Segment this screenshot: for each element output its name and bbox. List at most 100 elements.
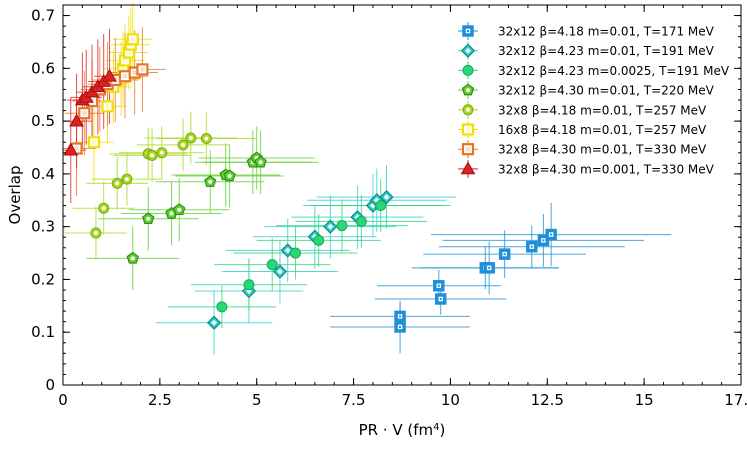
point-marker-inner xyxy=(159,150,164,155)
point-marker-inner xyxy=(101,206,106,211)
data-point xyxy=(177,139,189,151)
data-point xyxy=(173,203,186,216)
point-marker xyxy=(102,68,117,82)
data-point xyxy=(313,234,325,246)
point-marker-inner xyxy=(124,177,129,182)
point-marker-inner xyxy=(74,146,79,151)
x-axis-title-end: ) xyxy=(440,421,446,439)
legend-label: 16x8 β=4.18 m=0.01, T=257 MeV xyxy=(498,123,707,137)
data-point xyxy=(461,143,475,156)
data-point xyxy=(156,147,168,159)
series-error-bars xyxy=(155,165,457,355)
data-point xyxy=(118,70,132,83)
data-point xyxy=(216,301,228,313)
point-marker-inner xyxy=(465,146,471,152)
x-axis-title: PR · V (fm4) xyxy=(359,421,446,439)
data-point xyxy=(87,136,101,149)
x-tick-label: 17.5 xyxy=(724,391,747,409)
data-point xyxy=(126,251,139,264)
data-point xyxy=(200,133,212,145)
point-marker-inner xyxy=(91,139,97,145)
legend-entry: 32x8 β=4.30 m=0.01, T=330 MeV xyxy=(458,140,707,159)
series-markers xyxy=(216,200,387,313)
data-point xyxy=(206,315,222,330)
point-marker xyxy=(313,234,325,246)
data-point xyxy=(526,240,538,253)
point-marker-center xyxy=(550,233,553,236)
series-markers xyxy=(63,68,117,156)
point-marker-inner xyxy=(120,66,126,71)
data-point xyxy=(483,262,495,274)
y-axis-title: Overlap xyxy=(6,166,24,225)
data-point xyxy=(78,107,91,120)
data-point xyxy=(185,132,197,144)
legend-entry: 32x8 β=4.30 m=0.001, T=330 MeV xyxy=(458,159,715,178)
legend-entry: 16x8 β=4.18 m=0.01, T=257 MeV xyxy=(458,120,707,139)
data-point xyxy=(272,264,288,279)
x-tick-label: 12.5 xyxy=(531,391,564,409)
point-marker xyxy=(87,136,101,149)
data-point xyxy=(98,202,110,214)
legend-label: 32x8 β=4.30 m=0.001, T=330 MeV xyxy=(498,162,715,176)
data-point xyxy=(63,142,79,156)
legend-entry: 32x12 β=4.23 m=0.01, T=191 MeV xyxy=(458,41,715,60)
point-marker xyxy=(461,143,475,156)
point-marker-inner xyxy=(188,136,193,140)
data-point xyxy=(204,175,217,188)
data-point xyxy=(460,161,476,175)
data-point xyxy=(69,113,84,127)
data-point xyxy=(111,177,123,189)
data-point xyxy=(90,227,102,239)
legend: 32x12 β=4.18 m=0.01, T=171 MeV 32x12 β=4.… xyxy=(458,22,730,178)
data-point xyxy=(289,247,301,259)
point-marker-inner xyxy=(327,223,334,230)
point-marker-inner xyxy=(284,247,291,254)
point-marker-inner xyxy=(466,88,470,93)
data-point xyxy=(102,68,117,82)
data-point xyxy=(323,219,338,234)
x-tick-label: 0 xyxy=(58,391,68,409)
x-tick-label: 7.5 xyxy=(342,391,366,409)
data-point xyxy=(375,200,387,212)
point-marker xyxy=(375,200,387,212)
data-point xyxy=(146,149,158,161)
point-marker-inner xyxy=(130,256,135,261)
x-tick-label: 10 xyxy=(441,391,460,409)
point-marker-center xyxy=(399,315,402,318)
point-marker-inner xyxy=(465,127,471,132)
x-axis-title-sup: 4 xyxy=(433,422,439,433)
legend-label: 32x12 β=4.18 m=0.01, T=171 MeV xyxy=(498,25,715,39)
point-marker-inner xyxy=(181,142,186,147)
point-marker xyxy=(243,279,255,291)
legend-entry: 32x12 β=4.18 m=0.01, T=171 MeV xyxy=(458,22,715,40)
point-marker-inner xyxy=(130,37,135,42)
point-marker-inner xyxy=(126,50,132,55)
point-marker-inner xyxy=(258,160,263,165)
data-point xyxy=(121,173,133,185)
point-marker-inner xyxy=(277,268,283,275)
point-marker-inner xyxy=(140,67,145,72)
point-marker xyxy=(460,161,476,175)
axes-layer: 0 2.5 5 7.5 10 12.5 15 17.5 0 0.1 0.2 0.3 0.4 0.5 0.6 0… xyxy=(31,4,747,409)
point-marker-inner xyxy=(115,181,120,186)
point-marker-inner xyxy=(465,47,471,54)
point-marker xyxy=(101,100,114,113)
point-marker-inner xyxy=(82,110,87,116)
point-marker xyxy=(289,247,301,259)
point-marker-inner xyxy=(227,174,232,178)
point-marker xyxy=(63,142,79,156)
point-marker xyxy=(461,123,475,136)
point-marker-inner xyxy=(150,153,155,158)
point-marker-center xyxy=(530,245,533,248)
markers-layer xyxy=(63,33,557,333)
y-tick-label: 0.7 xyxy=(31,7,55,25)
y-tick-label: 0.4 xyxy=(31,165,55,183)
y-tick-label: 0.1 xyxy=(31,323,55,341)
legend-entry: 32x12 β=4.30 m=0.01, T=220 MeV xyxy=(458,81,715,100)
point-marker-inner xyxy=(105,104,110,109)
legend-label: 32x12 β=4.30 m=0.01, T=220 MeV xyxy=(498,84,715,98)
point-marker xyxy=(136,63,149,76)
x-tick-label: 15 xyxy=(635,391,654,409)
point-marker xyxy=(336,220,348,232)
